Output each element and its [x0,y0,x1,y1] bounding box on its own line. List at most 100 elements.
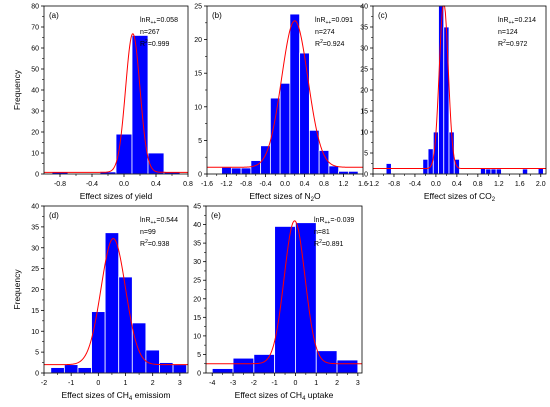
y-tick-label: 10 [31,329,39,336]
y-tick-label: 70 [31,25,39,32]
y-tick-label: 20 [31,130,39,137]
y-tick-label: 0 [35,172,39,179]
y-tick-label: 0 [197,371,201,378]
stat-lnr: lnR++=0.091 [315,17,353,26]
x-tick-label: -0.4 [86,181,98,188]
panel-label: (c) [378,11,388,20]
y-tick-label: 35 [31,224,39,231]
histogram-bar [279,82,291,175]
histogram-bar [422,158,429,175]
stat-r2: R2=0.924 [315,39,345,48]
y-tick-label: 10 [193,333,201,340]
histogram-bar [240,167,252,175]
stat-r2: R2=0.972 [498,39,528,48]
y-tick-label: 5 [364,151,368,158]
y-tick-label: 25 [194,4,202,11]
y-tick-label: 25 [360,67,368,74]
y-tick-label: 35 [360,25,368,32]
histogram-bar [328,165,340,175]
fit-curve [206,220,362,365]
y-tick-label: 40 [31,204,39,211]
histogram-bar [522,168,529,175]
x-tick-label: 0 [96,380,100,387]
y-tick-label: 40 [193,222,201,229]
x-tick-label: 2.0 [536,181,546,188]
y-tick-label: 15 [193,315,201,322]
histogram-bar [77,367,92,374]
x-tick-label: 0.8 [183,181,193,188]
histogram-bar [495,168,502,175]
stat-n: n=274 [315,29,335,36]
y-tick-label: 15 [194,71,202,78]
fit-curve [44,33,188,173]
histogram-bar [490,168,497,175]
histogram-bar [347,170,359,175]
histogram-bar [315,350,338,374]
stat-n: n=81 [314,229,330,236]
x-tick-label: 1.6 [515,181,525,188]
x-tick-label: 3 [178,380,182,387]
stat-lnr: lnR++=0.214 [498,17,536,26]
stat-lnr: lnR++=-0.039 [314,217,354,226]
x-tick-label: -4 [209,380,215,387]
x-tick-label: 0.8 [473,181,483,188]
histogram-bar [336,359,359,374]
histogram-bar [211,368,234,374]
histogram-bar [63,364,79,374]
y-tick-label: 35 [193,241,201,248]
y-tick-label: 15 [360,109,368,116]
histogram-bar [131,35,149,175]
y-tick-label: 5 [35,350,39,357]
fit-curve [207,20,363,168]
histogram-bar [91,311,106,374]
histogram-bar [118,276,133,374]
histogram-bar [131,322,147,374]
x-tick-label: -3 [230,380,236,387]
y-tick-label: 25 [193,278,201,285]
histogram-bar [289,13,301,175]
histogram-bar [145,349,160,374]
x-tick-label: -1.2 [367,181,379,188]
histogram-bar [172,364,188,374]
y-tick-label: 60 [31,46,39,53]
x-tick-label: -1.2 [220,181,232,188]
x-tick-label: -0.8 [54,181,66,188]
y-tick-label: 30 [193,259,201,266]
y-tick-label: 40 [360,4,368,11]
panel-c: -1.2 -0.8 -0.4 0.0 0.4 0.8 1.2 1.6 2.0 0 5 10 15 20 25… [360,4,547,203]
y-axis-label: Frequency [12,69,22,110]
histogram-bar [250,160,262,175]
panel-b: -1.6 -1.2 -0.8 -0.4 0.0 0.4 0.8 1.2 1.6 0 5 10 15 20 2… [194,4,368,204]
x-tick-label: 0.8 [319,181,329,188]
histogram-bar [232,357,255,374]
stat-r2: R2=0.938 [140,239,170,248]
y-tick-label: 20 [360,88,368,95]
y-tick-label: 10 [194,104,202,111]
panel-d: -2 -1 0 1 2 30510152025303540(d)lnR++=0.544n=… [12,204,189,402]
x-tick-label: -1 [272,380,278,387]
x-tick-label: 1.2 [494,181,504,188]
x-axis-label: Effect sizes of CH4 uptake [235,390,334,402]
panel-a: -0.8 -0.4 0.0 0.4 0.8 0 10 20 30 40 50 60 70 80 (a) lnR… [12,4,193,202]
y-tick-label: 15 [31,308,39,315]
y-tick-label: 45 [193,204,201,211]
x-tick-label: -1.6 [201,181,213,188]
y-axis-label: Frequency [12,269,22,310]
y-tick-label: 30 [360,46,368,53]
x-tick-label: 2 [151,380,155,387]
x-tick-label: 3 [356,380,360,387]
histogram-bar [485,168,492,175]
histogram-bar [338,170,349,175]
y-tick-label: 25 [31,266,39,273]
y-tick-label: 50 [31,67,39,74]
x-tick-label: 0.0 [119,181,129,188]
panel-label: (b) [212,11,222,20]
panel-label: (e) [211,211,221,220]
stat-n: n=267 [140,29,160,36]
stat-lnr: lnR++=0.058 [140,17,178,26]
panel-label: (a) [49,11,59,20]
histogram-bar [230,167,242,175]
y-tick-label: 20 [194,37,202,44]
y-tick-label: 0 [35,371,39,378]
